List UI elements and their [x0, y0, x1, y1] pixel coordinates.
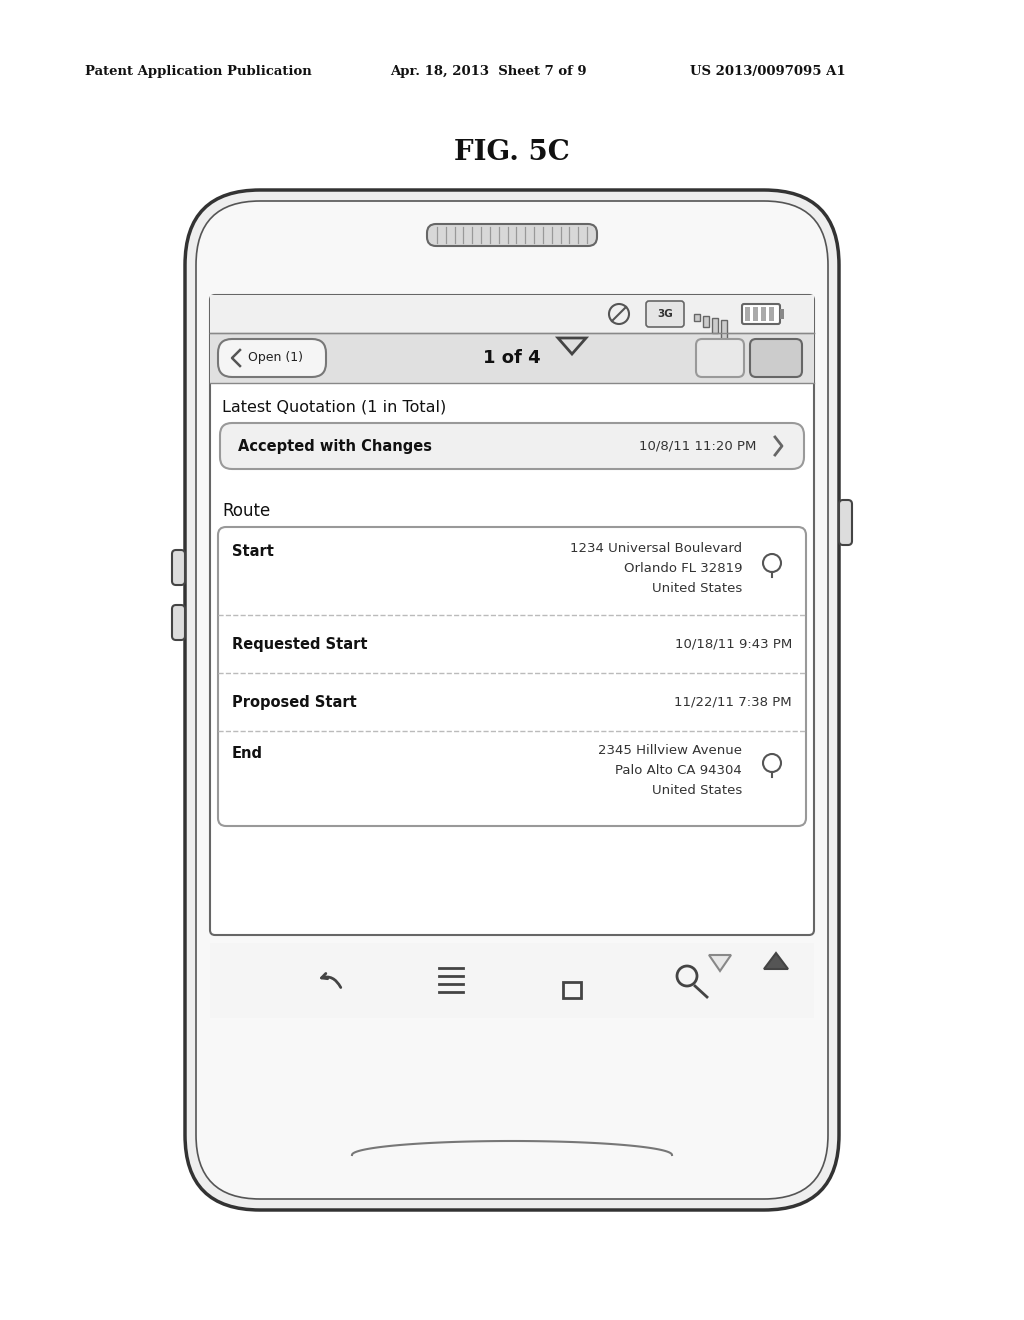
Text: 3G: 3G — [657, 309, 673, 319]
Text: 11/22/11 7:38 PM: 11/22/11 7:38 PM — [675, 696, 792, 709]
FancyBboxPatch shape — [427, 224, 597, 246]
Bar — [210, 942, 814, 1018]
Text: 10/18/11 9:43 PM: 10/18/11 9:43 PM — [675, 638, 792, 651]
Bar — [780, 309, 784, 319]
Text: 1 of 4: 1 of 4 — [483, 348, 541, 367]
FancyBboxPatch shape — [218, 527, 806, 826]
Bar — [694, 314, 700, 321]
Text: United States: United States — [651, 582, 742, 595]
Bar — [769, 308, 774, 321]
Text: US 2013/0097095 A1: US 2013/0097095 A1 — [690, 66, 846, 78]
Text: Proposed Start: Proposed Start — [232, 694, 356, 710]
Polygon shape — [764, 953, 788, 969]
FancyBboxPatch shape — [742, 304, 780, 323]
Bar — [753, 308, 758, 321]
FancyBboxPatch shape — [172, 605, 185, 640]
Polygon shape — [709, 954, 731, 972]
FancyBboxPatch shape — [196, 201, 828, 1199]
Bar — [745, 308, 750, 321]
Text: United States: United States — [651, 784, 742, 797]
FancyBboxPatch shape — [210, 294, 814, 935]
Bar — [210, 294, 814, 333]
Text: FIG. 5C: FIG. 5C — [454, 139, 570, 165]
FancyBboxPatch shape — [750, 339, 802, 378]
Text: End: End — [232, 746, 263, 760]
Text: Start: Start — [232, 544, 273, 560]
Text: 2345 Hillview Avenue: 2345 Hillview Avenue — [598, 744, 742, 758]
Text: Palo Alto CA 94304: Palo Alto CA 94304 — [615, 764, 742, 777]
Text: Accepted with Changes: Accepted with Changes — [238, 438, 432, 454]
Text: Orlando FL 32819: Orlando FL 32819 — [624, 562, 742, 576]
Bar — [210, 333, 814, 383]
FancyBboxPatch shape — [696, 339, 744, 378]
Bar — [563, 982, 581, 998]
FancyBboxPatch shape — [185, 190, 839, 1210]
Bar — [712, 318, 718, 333]
FancyBboxPatch shape — [218, 339, 326, 378]
FancyBboxPatch shape — [839, 500, 852, 545]
Text: 10/8/11 11:20 PM: 10/8/11 11:20 PM — [639, 440, 756, 453]
Bar — [703, 315, 709, 327]
FancyBboxPatch shape — [172, 550, 185, 585]
FancyBboxPatch shape — [646, 301, 684, 327]
Text: Route: Route — [222, 502, 270, 520]
Bar — [721, 319, 727, 339]
Text: Apr. 18, 2013  Sheet 7 of 9: Apr. 18, 2013 Sheet 7 of 9 — [390, 66, 587, 78]
Text: 1234 Universal Boulevard: 1234 Universal Boulevard — [570, 543, 742, 556]
Bar — [761, 308, 766, 321]
Text: Requested Start: Requested Start — [232, 636, 368, 652]
Text: Patent Application Publication: Patent Application Publication — [85, 66, 311, 78]
Text: Latest Quotation (1 in Total): Latest Quotation (1 in Total) — [222, 400, 446, 414]
FancyBboxPatch shape — [220, 422, 804, 469]
Text: Open (1): Open (1) — [248, 351, 302, 364]
